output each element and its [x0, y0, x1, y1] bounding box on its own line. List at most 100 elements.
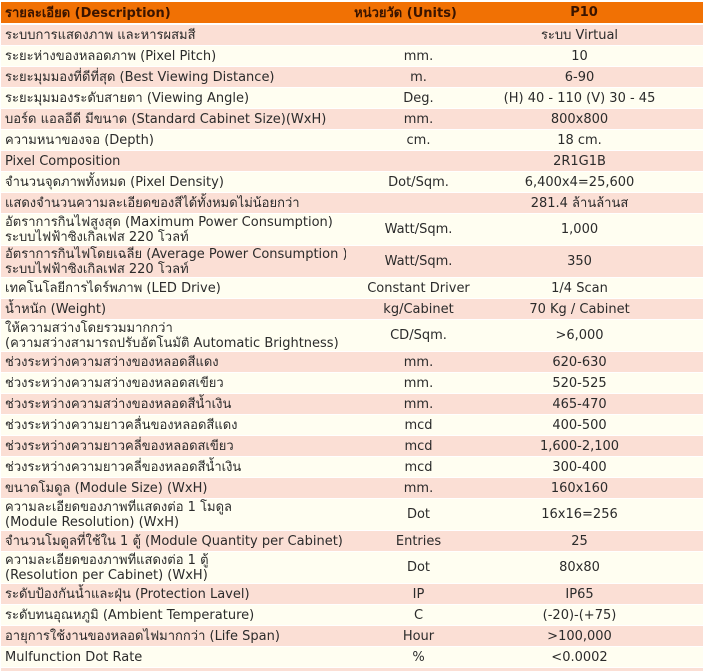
spec-unit-cell	[346, 150, 491, 172]
table-row: น้ำหนัก (Weight) kg/Cabinet 70 Kg / Cabine…	[1, 298, 703, 320]
spec-description-line1: อัตราการกินไฟโดยเฉลี่ย (Average Power Co…	[5, 246, 346, 262]
spec-unit-cell: %	[346, 646, 491, 668]
spec-unit-cell: Watt/Sqm.	[346, 245, 491, 278]
spec-description-cell: อัตราการกินไฟสูงสุด (Maximum Power Consu…	[1, 213, 346, 246]
table-row: อัตราการกินไฟสูงสุด (Maximum Power Consu…	[1, 213, 703, 246]
spec-value-cell: (-20)-(+75)	[491, 604, 703, 626]
spec-description-line1: ช่วงระหว่างความยาวคลี่ของหลอดสเขียว	[5, 438, 234, 454]
spec-value-cell: >6,000	[491, 319, 703, 352]
spec-value-cell: IP65	[491, 583, 703, 605]
spec-description-line1: ระยะมุมมองที่ดีที่สุด (Best Viewing Dist…	[5, 69, 275, 85]
spec-description-cell: Pixel Composition	[1, 150, 346, 172]
spec-value-cell: 400-500	[491, 414, 703, 436]
spec-unit-cell: Deg.	[346, 87, 491, 109]
spec-unit-cell: Watt/Sqm.	[346, 213, 491, 246]
spec-unit-cell: mm.	[346, 108, 491, 130]
spec-description-line2: (Resolution per Cabinet) (WxH)	[5, 567, 208, 583]
spec-description-line1: ความละเอียดของภาพที่แสดงต่อ 1 ตู้	[5, 552, 209, 568]
table-row: ให้ความสว่างโดยรวมมากกว่า (ความสว่างสามาร…	[1, 319, 703, 352]
spec-value-cell: 520-525	[491, 372, 703, 394]
spec-unit-cell: m.	[346, 66, 491, 88]
spec-unit-cell: Constant Driver	[346, 277, 491, 299]
table-row: ระบบการแสดงภาพ และหารผสมสี ระบบ Virtual	[1, 24, 703, 46]
spec-value-cell: 18 cm.	[491, 129, 703, 151]
spec-description-line1: ความหนาของจอ (Depth)	[5, 132, 154, 148]
spec-value-cell: 1,000	[491, 213, 703, 246]
spec-value-cell: 80x80	[491, 551, 703, 584]
spec-value-cell: (H) 40 - 110 (V) 30 - 45	[491, 87, 703, 109]
table-row: จำนวนโมดูลที่ใช้ใน 1 ตู้ (Module Quantit…	[1, 530, 703, 552]
spec-description-line1: Pixel Composition	[5, 153, 121, 169]
spec-description-cell: ระยะห่างของหลอดภาพ (Pixel Pitch)	[1, 45, 346, 67]
spec-description-line1: ช่วงระหว่างความสว่างของหลอดสีแดง	[5, 354, 219, 370]
spec-description-line1: ระยะมุมมองระดับสายตา (Viewing Angle)	[5, 90, 250, 106]
spec-value-cell: 10	[491, 45, 703, 67]
spec-description-cell: ระยะมุมมองที่ดีที่สุด (Best Viewing Dist…	[1, 66, 346, 88]
spec-value-cell: <0.0002	[491, 646, 703, 668]
spec-description-line1: ช่วงระหว่างความยาวคลี่ของหลอดสีน้ำเงิน	[5, 459, 242, 475]
spec-description-cell: ระยะมุมมองระดับสายตา (Viewing Angle)	[1, 87, 346, 109]
spec-value-cell: >100,000	[491, 625, 703, 647]
spec-unit-cell: Hour	[346, 625, 491, 647]
table-row: จำนวนจุดภาพทั้งหมด (Pixel Density) Dot/Sq…	[1, 171, 703, 193]
spec-unit-cell: mm.	[346, 477, 491, 499]
table-header: รายละเอียด (Description) หน่วยวัด (Units…	[1, 2, 703, 25]
table-row: ระดับป้องกันน้ำและฝุ่น (Protection Lavel…	[1, 583, 703, 605]
spec-description-line1: ความละเอียดของภาพที่แสดงต่อ 1 โมดูล	[5, 499, 233, 515]
table-row: ระยะมุมมองระดับสายตา (Viewing Angle) Deg.…	[1, 87, 703, 109]
table-body: ระบบการแสดงภาพ และหารผสมสี ระบบ Virtual ระ…	[1, 24, 703, 668]
spec-unit-cell: kg/Cabinet	[346, 298, 491, 320]
spec-unit-cell: mm.	[346, 372, 491, 394]
spec-unit-cell: CD/Sqm.	[346, 319, 491, 352]
spec-value-cell: 6-90	[491, 66, 703, 88]
spec-description-line1: ให้ความสว่างโดยรวมมากกว่า	[5, 320, 173, 336]
spec-description-cell: ความละเอียดของภาพที่แสดงต่อ 1 ตู้ (Resolu…	[1, 551, 346, 584]
spec-description-line1: ช่วงระหว่างความยาวคลื่นของหลอดสีแดง	[5, 417, 238, 433]
spec-unit-cell: mm.	[346, 393, 491, 415]
spec-unit-cell: mm.	[346, 351, 491, 373]
spec-description-cell: อัตราการกินไฟโดยเฉลี่ย (Average Power Co…	[1, 245, 346, 278]
spec-value-cell: 800x800	[491, 108, 703, 130]
table-row: อายุการใช้งานของหลอดไฟมากกว่า (Life Span…	[1, 625, 703, 647]
spec-description-cell: ช่วงระหว่างความยาวคลี่ของหลอดสีน้ำเงิน	[1, 456, 346, 478]
spec-unit-cell: Dot/Sqm.	[346, 171, 491, 193]
column-header-model-p10: P10	[491, 2, 703, 25]
table-row: ช่วงระหว่างความยาวคลื่นของหลอดสีแดง mcd 40…	[1, 414, 703, 436]
spec-description-cell: ขนาดโมดูล (Module Size) (WxH)	[1, 477, 346, 499]
spec-description-cell: ช่วงระหว่างความยาวคลี่ของหลอดสเขียว	[1, 435, 346, 457]
table-row: ระยะห่างของหลอดภาพ (Pixel Pitch) mm. 10	[1, 45, 703, 67]
spec-description-line2: ระบบไฟฟ้าซิงเกิลเฟส 220 โวลท์	[5, 229, 189, 245]
spec-description-line1: อายุการใช้งานของหลอดไฟมากกว่า (Life Span…	[5, 628, 280, 644]
spec-description-cell: ช่วงระหว่างความสว่างของหลอดสีน้ำเงิน	[1, 393, 346, 415]
table-header-row: รายละเอียด (Description) หน่วยวัด (Units…	[1, 2, 703, 25]
spec-description-cell: อายุการใช้งานของหลอดไฟมากกว่า (Life Span…	[1, 625, 346, 647]
spec-description-cell: ระดับป้องกันน้ำและฝุ่น (Protection Lavel…	[1, 583, 346, 605]
table-row: ช่วงระหว่างความยาวคลี่ของหลอดสีน้ำเงิน mc…	[1, 456, 703, 478]
spec-description-line1: น้ำหนัก (Weight)	[5, 301, 107, 317]
spec-description-line1: ช่วงระหว่างความสว่างของหลอดสีน้ำเงิน	[5, 396, 232, 412]
spec-value-cell: 70 Kg / Cabinet	[491, 298, 703, 320]
spec-description-cell: ช่วงระหว่างความสว่างของหลอดสเขียว	[1, 372, 346, 394]
spec-unit-cell: IP	[346, 583, 491, 605]
table-row: แสดงจำนวนความละเอียดของสีได้ทั้งหมดไม่น้…	[1, 192, 703, 214]
spec-value-cell: 25	[491, 530, 703, 552]
spec-unit-cell: mcd	[346, 456, 491, 478]
spec-description-line1: ระดับทนอุณหภูมิ (Ambient Temperature)	[5, 607, 255, 623]
table-row: ช่วงระหว่างความสว่างของหลอดสเขียว mm. 520-…	[1, 372, 703, 394]
table-row: ช่วงระหว่างความสว่างของหลอดสีน้ำเงิน mm. 4…	[1, 393, 703, 415]
spec-description-line1: จำนวนโมดูลที่ใช้ใน 1 ตู้ (Module Quantit…	[5, 533, 343, 549]
spec-description-line2: ระบบไฟฟ้าซิงเกิลเฟส 220 โวลท์	[5, 261, 189, 277]
spec-unit-cell	[346, 24, 491, 46]
spec-description-cell: ให้ความสว่างโดยรวมมากกว่า (ความสว่างสามาร…	[1, 319, 346, 352]
spec-unit-cell: Dot	[346, 498, 491, 531]
spec-description-line1: เทคโนโลยีการไดร์พภาพ (LED Drive)	[5, 280, 221, 296]
spec-description-line1: อัตราการกินไฟสูงสุด (Maximum Power Consu…	[5, 214, 333, 230]
spec-description-line1: ระบบการแสดงภาพ และหารผสมสี	[5, 27, 196, 43]
column-header-description: รายละเอียด (Description)	[1, 2, 346, 25]
spec-unit-cell: cm.	[346, 129, 491, 151]
table-row: อัตราการกินไฟโดยเฉลี่ย (Average Power Co…	[1, 245, 703, 278]
spec-description-line1: ช่วงระหว่างความสว่างของหลอดสเขียว	[5, 375, 224, 391]
spec-unit-cell: C	[346, 604, 491, 626]
spec-value-cell: 300-400	[491, 456, 703, 478]
spec-description-line1: แสดงจำนวนความละเอียดของสีได้ทั้งหมดไม่น้…	[5, 195, 300, 211]
